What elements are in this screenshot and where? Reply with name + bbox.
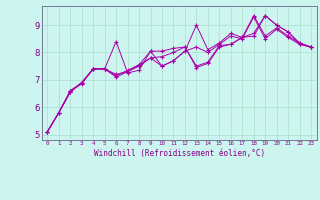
X-axis label: Windchill (Refroidissement éolien,°C): Windchill (Refroidissement éolien,°C)	[94, 149, 265, 158]
